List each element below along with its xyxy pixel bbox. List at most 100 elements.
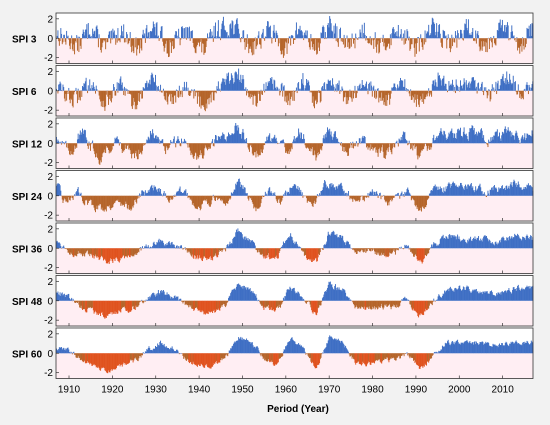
bar <box>157 35 159 39</box>
bar <box>316 38 318 55</box>
bar <box>204 38 206 53</box>
bar <box>190 353 192 362</box>
bar <box>119 38 121 43</box>
bar <box>453 38 455 43</box>
bar <box>149 246 151 249</box>
bar <box>75 87 77 91</box>
bar <box>86 195 88 200</box>
bar <box>175 90 177 103</box>
bar <box>441 349 443 354</box>
bar <box>264 248 266 257</box>
bar <box>134 38 136 48</box>
bar <box>70 90 72 99</box>
bar <box>173 195 175 197</box>
bar <box>360 300 362 307</box>
bar <box>311 143 313 149</box>
bar <box>509 38 511 40</box>
bar <box>306 30 308 39</box>
bar <box>362 300 364 308</box>
bar <box>76 353 78 358</box>
bar <box>397 248 399 251</box>
bar <box>163 244 165 249</box>
bar <box>355 33 357 39</box>
bar <box>355 248 357 253</box>
bar <box>457 339 459 354</box>
bar <box>168 143 169 149</box>
bar <box>269 248 271 259</box>
bar <box>346 296 348 301</box>
bar <box>324 291 326 301</box>
bar <box>188 248 190 253</box>
bar <box>171 141 173 144</box>
bar <box>186 248 188 253</box>
bar <box>60 190 62 196</box>
bar <box>256 38 258 45</box>
bar <box>148 346 150 354</box>
bar <box>259 90 261 101</box>
bar <box>421 248 423 264</box>
bar <box>263 143 265 146</box>
bar <box>480 240 482 249</box>
bar <box>370 300 372 310</box>
bar <box>181 300 182 302</box>
bar <box>199 353 201 366</box>
bar <box>527 238 529 249</box>
bar <box>394 87 396 91</box>
bar <box>256 297 258 301</box>
bar <box>123 86 125 91</box>
bar <box>121 300 123 308</box>
bar <box>410 194 412 196</box>
bar <box>384 353 386 359</box>
bar <box>493 135 495 144</box>
bar <box>347 193 349 196</box>
bar <box>406 29 408 39</box>
bar <box>387 90 389 94</box>
bar <box>518 139 520 144</box>
bar <box>474 290 476 301</box>
bar <box>185 353 187 361</box>
bar <box>332 84 334 91</box>
bar <box>496 129 498 144</box>
bar <box>488 345 490 354</box>
bar <box>301 194 302 196</box>
bar <box>168 294 169 301</box>
bar <box>123 143 125 151</box>
bar <box>213 248 215 257</box>
bar <box>100 38 102 53</box>
bar <box>155 245 156 249</box>
bar <box>144 143 146 146</box>
bar <box>448 291 450 301</box>
bar <box>321 352 323 354</box>
bar <box>96 195 98 206</box>
bar <box>415 90 417 107</box>
bar <box>512 31 514 39</box>
bar <box>217 300 219 309</box>
bar <box>310 195 312 203</box>
bar <box>203 143 205 156</box>
bar <box>60 83 62 91</box>
bar <box>340 38 342 42</box>
bar <box>416 143 418 156</box>
bar <box>516 132 518 144</box>
bar <box>436 86 438 91</box>
bar <box>525 287 527 301</box>
bar <box>85 248 87 253</box>
bar <box>218 89 220 91</box>
bar <box>185 248 187 251</box>
bar <box>142 191 144 196</box>
bar <box>246 289 248 301</box>
bar <box>165 193 167 196</box>
bar <box>496 243 498 249</box>
bar <box>426 90 428 97</box>
bar <box>157 137 159 144</box>
bar <box>144 88 146 91</box>
bar <box>392 195 394 200</box>
bar <box>366 353 368 367</box>
bar <box>385 300 387 305</box>
bar <box>404 79 406 91</box>
bar <box>282 86 284 91</box>
bar <box>489 240 491 249</box>
bar <box>241 82 242 91</box>
bar <box>365 195 367 197</box>
